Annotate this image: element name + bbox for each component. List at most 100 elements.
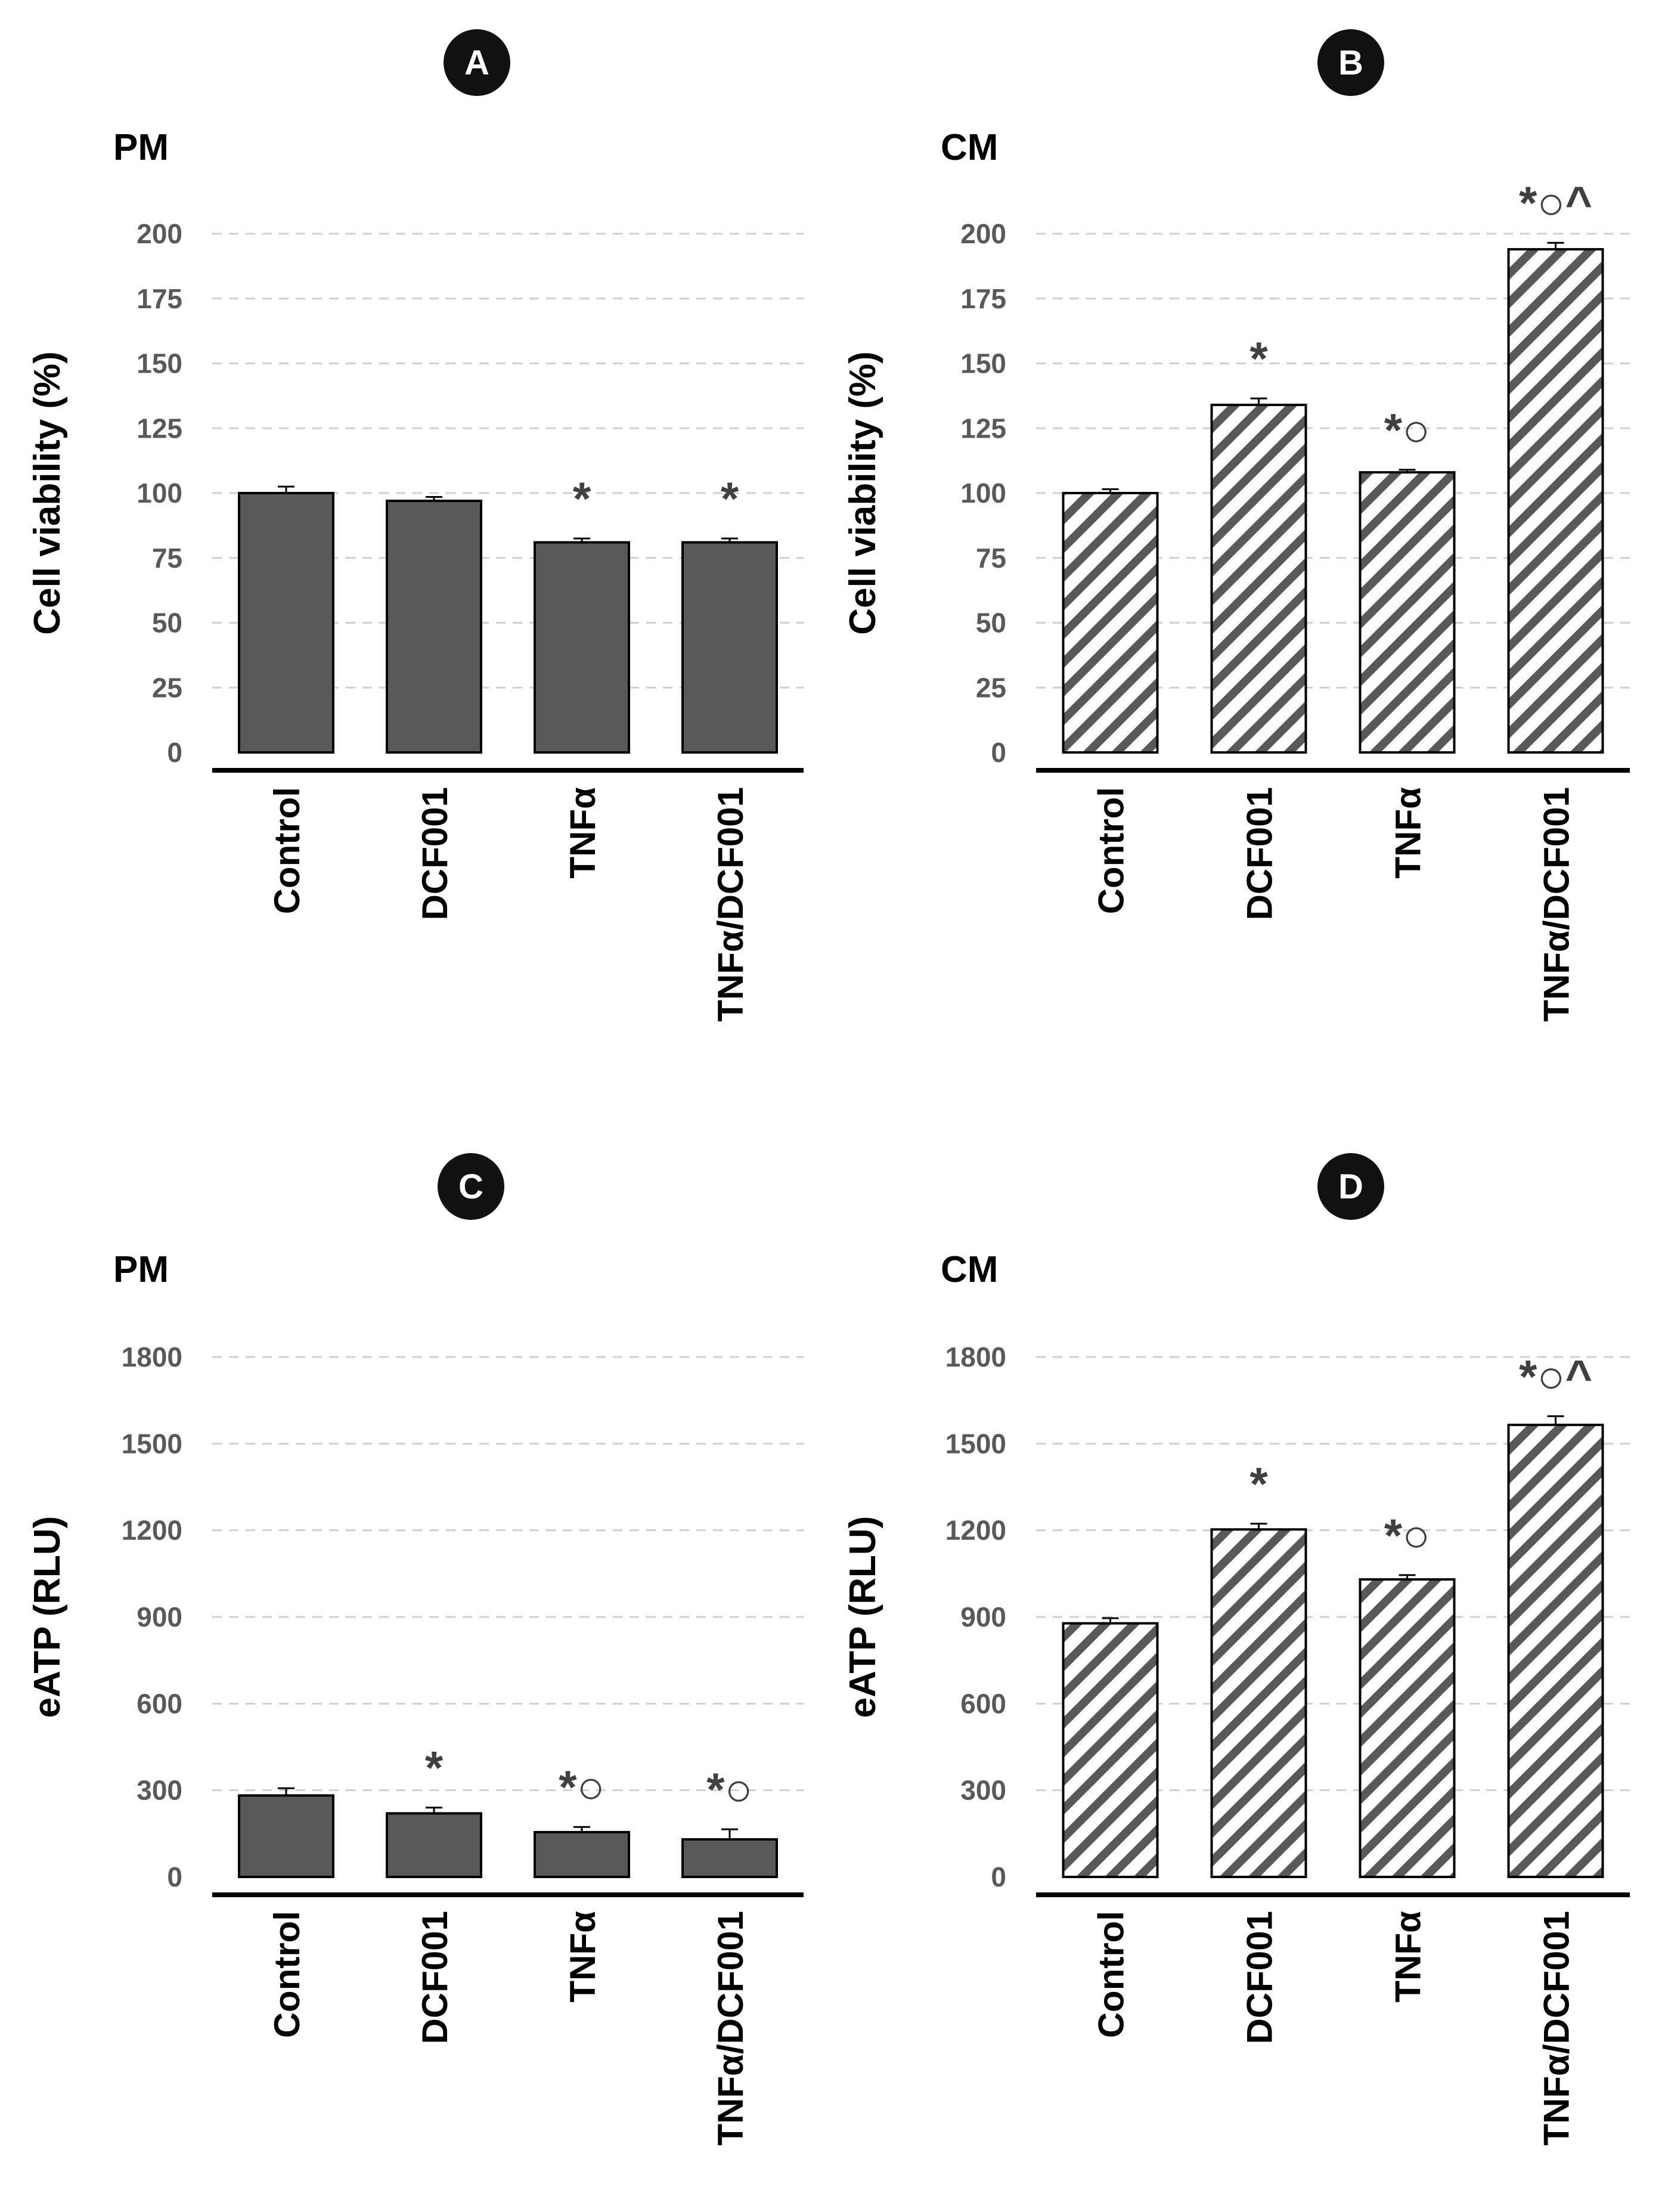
y-tick-label: 600 [960,1688,1006,1719]
y-tick-label: 50 [976,608,1006,639]
y-tick-label: 1500 [945,1428,1006,1459]
y-tick-label: 175 [960,283,1006,314]
x-category-label: Control [1092,1911,1131,2038]
y-axis-label: Cell viability (%) [842,351,883,634]
x-category-label: DCF001 [1240,1911,1280,2044]
x-category-label: TNFα [563,1911,603,2003]
y-tick-label: 300 [960,1775,1006,1806]
badge-label: C [458,1167,483,1206]
badge-circle [444,29,510,96]
x-category-label: DCF001 [1240,787,1280,920]
bar-tnf-dcf001 [1507,248,1604,754]
y-axis-label: eATP (RLU) [27,1516,68,1718]
panel-badge: C [438,1153,504,1220]
y-tick-label: 600 [137,1688,182,1719]
bar-tnf- [1359,471,1456,754]
y-tick-label: 1200 [945,1515,1006,1546]
y-tick-label: 300 [137,1775,182,1806]
y-tick-label: 1500 [122,1428,182,1459]
significance-marker: *○ [559,1761,604,1813]
bar-tnf-dcf001 [681,1838,778,1878]
panel-a: A PM Cell viability (%) 0 25 50 75 100 125 150 175… [27,29,804,1022]
y-tick-label: 1800 [945,1342,1006,1373]
y-tick-label: 900 [960,1601,1006,1632]
y-tick-label: 150 [960,348,1006,379]
significance-marker: *○ [706,1763,752,1816]
badge-circle [438,1153,504,1220]
panel-badge: A [444,29,510,96]
y-tick-label: 100 [960,478,1006,509]
badge-circle [1317,1153,1384,1220]
badge-circle [1317,29,1384,96]
y-tick-label: 50 [152,608,182,639]
x-category-label: TNFα/DCF001 [711,1911,751,2146]
panel-d: D CM eATP (RLU) 0 300 600 900 1200 1500 1800 Contr… [842,1153,1630,2146]
bar-control [1062,1622,1159,1878]
panel-badge: B [1317,29,1384,96]
x-category-label: TNFα [1388,787,1428,879]
y-tick-label: 25 [152,672,182,703]
panel-c: C PM eATP (RLU) 0 300 600 900 1200 1500 1800 Contr… [27,1153,804,2146]
group-label: CM [941,1249,998,1290]
panel-b: B CM Cell viability (%) 0 25 50 75 100 125 150 175… [842,29,1630,1022]
badge-label: D [1338,1167,1363,1206]
group-label: PM [113,127,169,168]
x-category-label: TNFα/DCF001 [1537,787,1577,1022]
y-tick-label: 1200 [122,1515,182,1546]
y-tick-label: 900 [137,1601,182,1632]
group-label: PM [113,1249,169,1290]
y-tick-label: 125 [960,413,1006,444]
bar-tnf- [1359,1578,1456,1878]
bar-dcf001 [1210,404,1307,754]
x-category-label: DCF001 [415,1911,455,2044]
bar-control [238,492,334,754]
group-label: CM [941,127,998,168]
y-tick-label: 1800 [122,1342,182,1373]
x-category-label: Control [1092,787,1131,914]
significance-marker: *○^ [1519,1350,1592,1402]
x-category-label: Control [267,1911,307,2038]
bar-dcf001 [386,1812,482,1878]
x-category-label: TNFα/DCF001 [1537,1911,1577,2146]
bar-tnf-dcf001 [1507,1423,1604,1879]
y-tick-label: 25 [976,672,1006,703]
bar-tnf-dcf001 [681,541,778,754]
panel-badge: D [1317,1153,1384,1220]
significance-marker: *○^ [1519,176,1592,229]
bar-dcf001 [1210,1528,1307,1879]
x-category-label: Control [267,787,307,914]
badge-label: B [1338,44,1363,82]
badge-label: A [464,44,489,82]
y-tick-label: 75 [976,543,1006,574]
y-axis-label: eATP (RLU) [842,1516,883,1718]
x-category-label: DCF001 [415,787,455,920]
y-tick-label: 0 [167,1861,182,1892]
significance-marker: * [573,472,591,525]
y-tick-label: 200 [960,218,1006,249]
y-axis-label: Cell viability (%) [27,351,68,634]
bar-control [1062,492,1159,754]
bar-control [238,1794,334,1879]
y-tick-label: 0 [991,737,1006,768]
x-category-label: TNFα [1388,1911,1428,2003]
bar-tnf- [534,541,630,754]
x-category-label: TNFα [563,787,603,879]
y-tick-label: 175 [137,283,182,314]
significance-marker: *○ [1384,404,1430,456]
x-category-label: TNFα/DCF001 [711,787,751,1022]
y-tick-label: 0 [167,737,182,768]
significance-marker: * [1249,1458,1268,1510]
y-tick-label: 0 [991,1861,1006,1892]
bar-dcf001 [386,500,482,754]
y-tick-label: 75 [152,543,182,574]
y-tick-label: 100 [137,478,182,509]
significance-marker: * [721,472,739,525]
y-tick-label: 200 [137,218,182,249]
y-tick-label: 150 [137,348,182,379]
significance-marker: * [1249,332,1268,385]
significance-marker: * [425,1742,444,1794]
bar-tnf- [534,1830,630,1879]
y-tick-label: 125 [137,413,182,444]
significance-marker: *○ [1384,1509,1430,1562]
